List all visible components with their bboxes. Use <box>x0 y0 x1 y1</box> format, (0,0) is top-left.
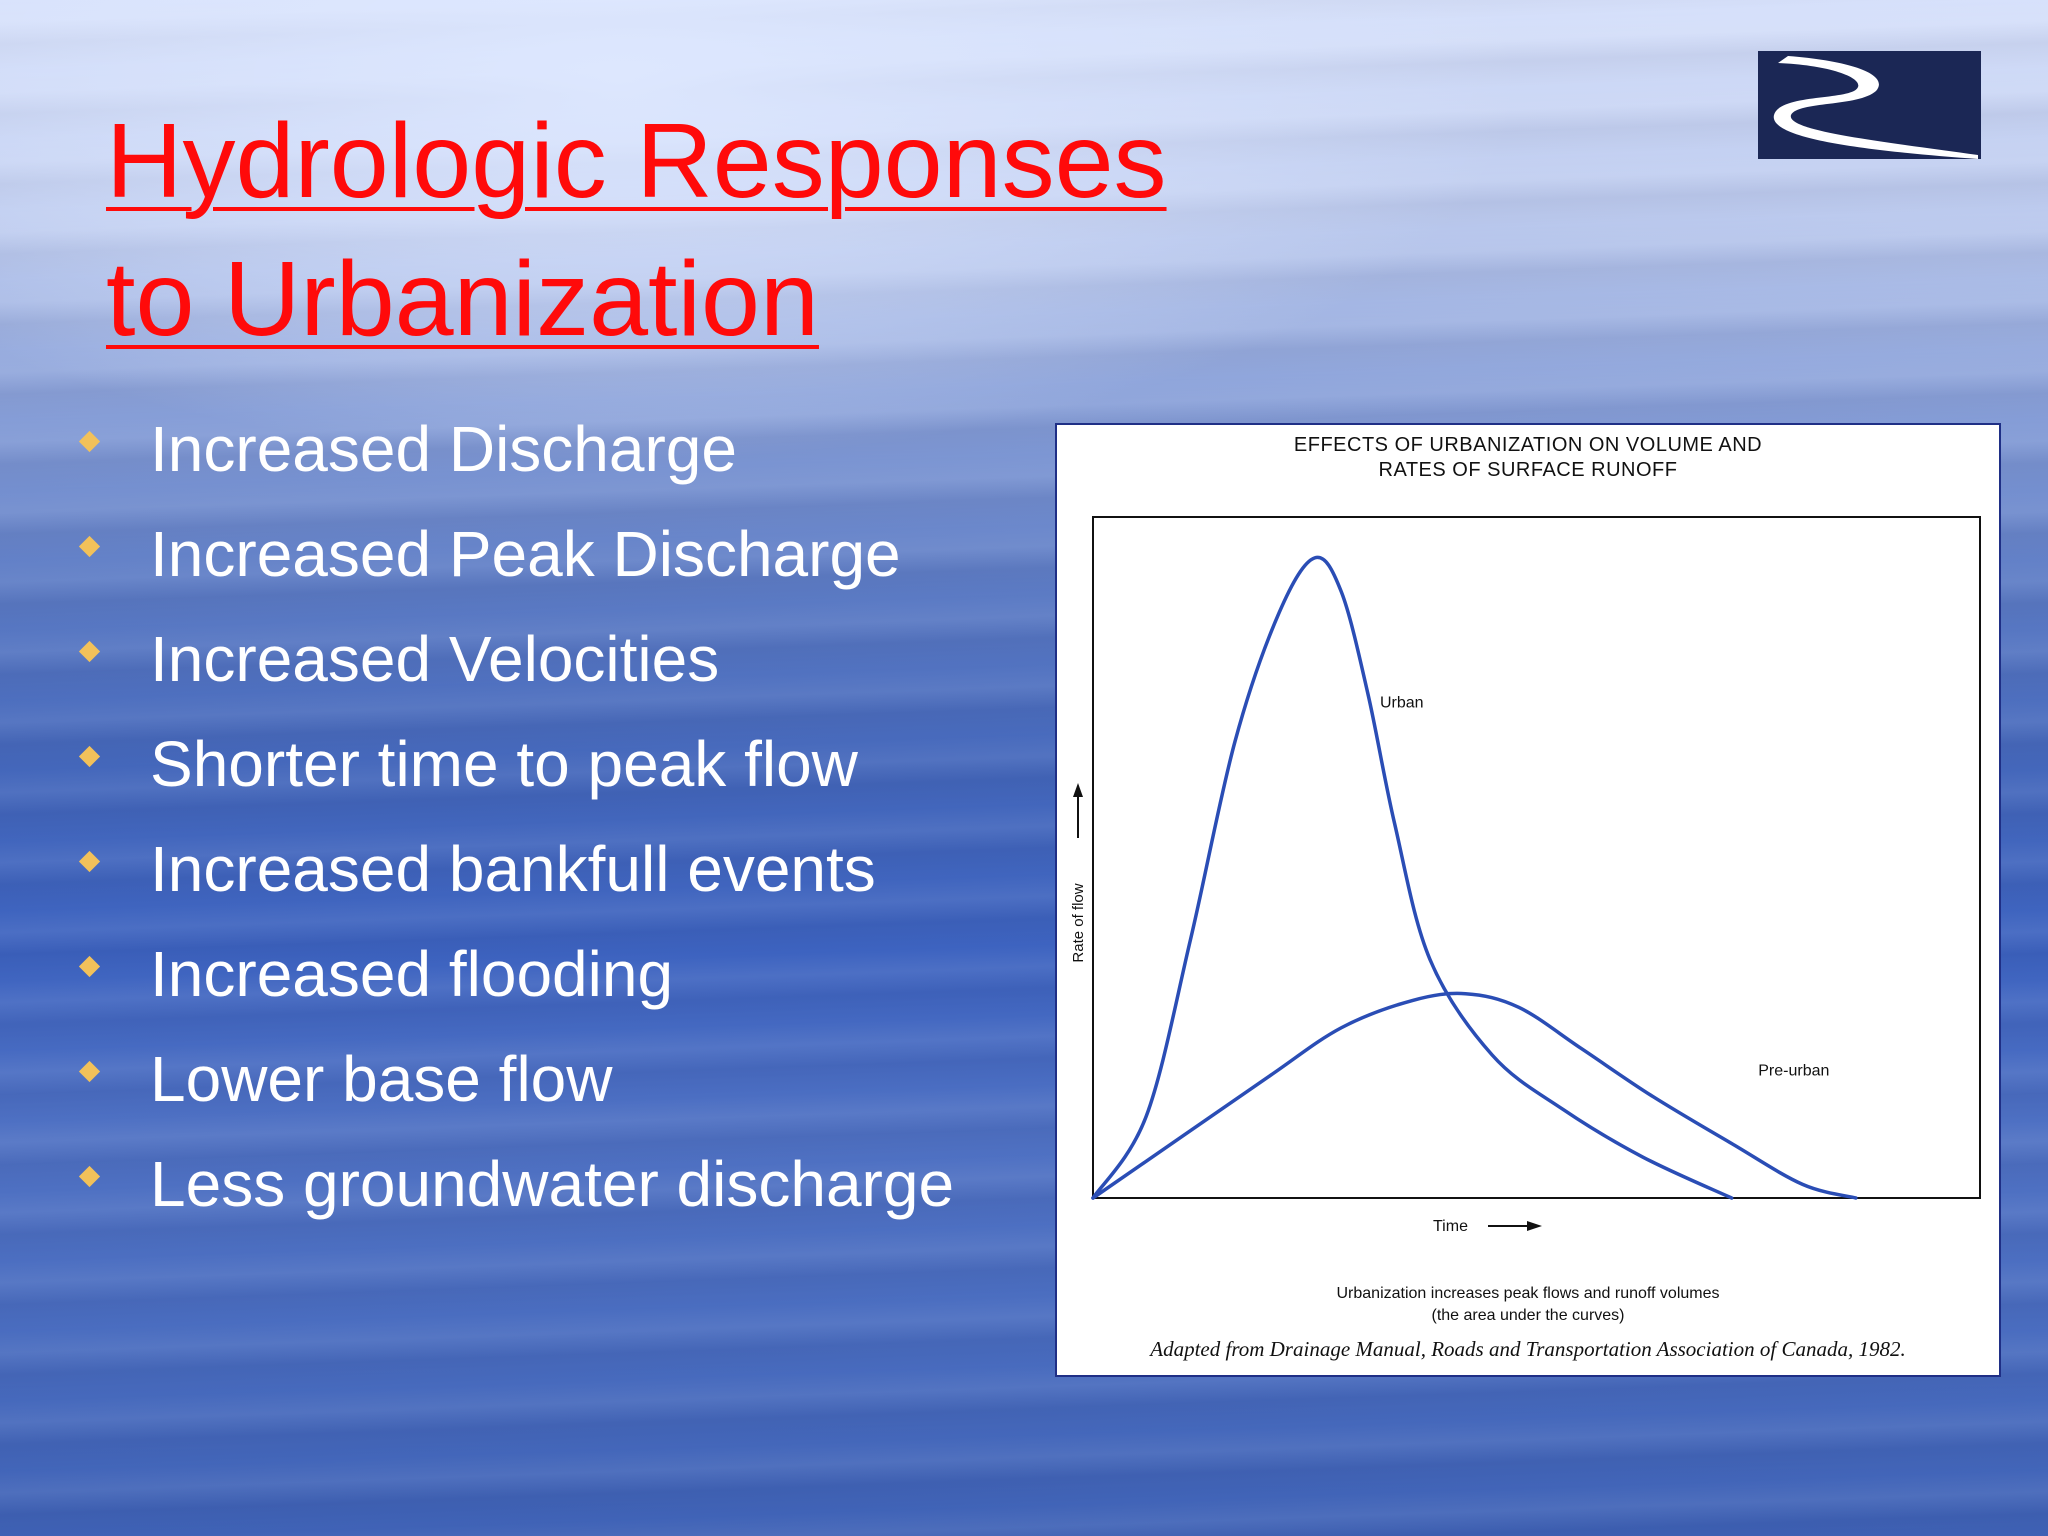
chart-caption-line-2: (the area under the curves) <box>1431 1307 1625 1324</box>
chart-title-line-2: RATES OF SURFACE RUNOFF <box>1378 459 1678 481</box>
river-logo-icon <box>1758 51 1981 159</box>
diamond-bullet-icon <box>78 955 101 978</box>
series-line-pre-urban <box>1091 991 1858 1200</box>
diamond-bullet-icon <box>78 850 101 873</box>
diamond-bullet-icon <box>78 430 101 453</box>
diamond-bullet-icon <box>78 640 101 663</box>
plot-frame <box>1092 516 1981 1199</box>
x-axis-label: Time <box>1433 1218 1468 1235</box>
source-credit: Adapted from Drainage Manual, Roads and … <box>1150 1337 1906 1361</box>
bullet-text: Increased bankfull events <box>150 833 876 905</box>
diamond-bullet-icon <box>78 1165 101 1188</box>
chart-title-line-1: EFFECTS OF URBANIZATION ON VOLUME AND <box>1293 434 1763 456</box>
series-line-urban <box>1091 555 1734 1200</box>
diamond-bullet-icon <box>78 1060 101 1083</box>
series-layer: Urban Pre-urban <box>1091 555 1858 1200</box>
bullet-text: Increased flooding <box>150 938 674 1010</box>
diamond-bullet-icon <box>78 745 101 768</box>
bullet-text: Less groundwater discharge <box>150 1148 955 1220</box>
diamond-bullet-icon <box>78 535 101 558</box>
bullet-text: Increased Discharge <box>150 413 737 485</box>
slide-title-line-2: to Urbanization <box>106 240 819 358</box>
hydrograph-chart: Urban Pre-urban Rate of flow Time <box>1070 516 1981 1235</box>
chart-title: EFFECTS OF URBANIZATION ON VOLUME AND RA… <box>1057 433 1999 483</box>
slide-title: Hydrologic Responses to Urbanization <box>106 92 1167 368</box>
series-label-urban: Urban <box>1380 695 1424 712</box>
chart-caption: Urbanization increases peak flows and ru… <box>1057 1283 1999 1327</box>
y-axis-label: Rate of flow <box>1070 883 1087 962</box>
series-label-pre-urban: Pre-urban <box>1758 1062 1829 1079</box>
slide-title-line-1: Hydrologic Responses <box>106 102 1167 220</box>
bullet-text: Increased Velocities <box>150 623 720 695</box>
y-axis-arrow-icon <box>1073 783 1083 838</box>
hydrograph-figure: EFFECTS OF URBANIZATION ON VOLUME AND RA… <box>1055 423 2001 1377</box>
bullet-text: Lower base flow <box>150 1043 613 1115</box>
chart-caption-line-1: Urbanization increases peak flows and ru… <box>1336 1285 1720 1302</box>
bullet-text: Shorter time to peak flow <box>150 728 858 800</box>
bullet-text: Increased Peak Discharge <box>150 518 901 590</box>
x-axis-arrow-icon <box>1488 1221 1542 1231</box>
